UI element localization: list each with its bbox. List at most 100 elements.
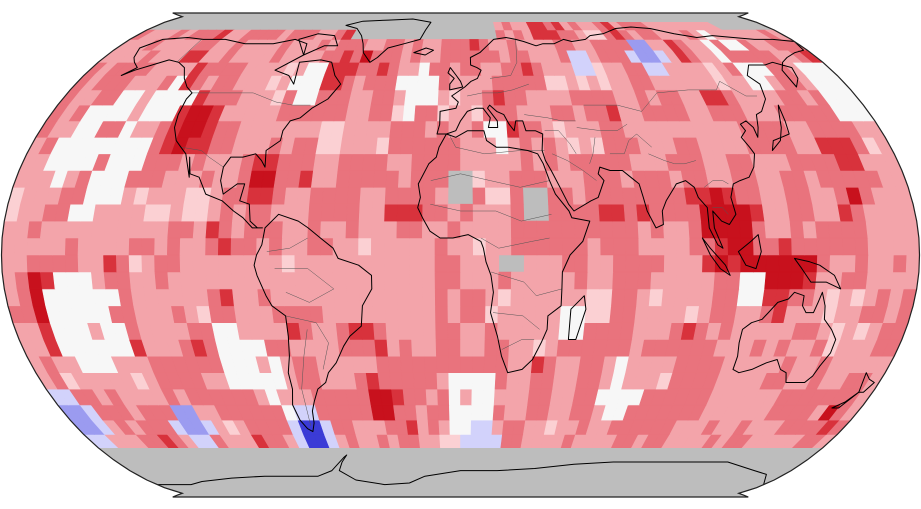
anomaly-cell: [493, 388, 507, 406]
anomaly-cell: [246, 187, 262, 205]
anomaly-cell: [582, 170, 598, 188]
anomaly-cell: [854, 254, 869, 273]
anomaly-cell: [436, 355, 450, 374]
anomaly-cell: [141, 271, 157, 290]
anomaly-cell: [740, 254, 755, 273]
anomaly-cell: [561, 271, 576, 290]
anomaly-cell: [421, 254, 436, 273]
anomaly-cell: [309, 187, 325, 205]
anomaly-cell: [268, 254, 283, 273]
anomaly-cell: [651, 237, 665, 256]
anomaly-cell: [347, 187, 362, 205]
anomaly-cell: [391, 388, 405, 406]
anomaly-cell: [568, 339, 584, 357]
anomaly-cell: [891, 220, 907, 239]
anomaly-cell: [471, 104, 484, 122]
anomaly-cell: [562, 237, 576, 256]
anomaly-cell: [448, 404, 461, 421]
anomaly-cell: [404, 89, 418, 106]
country-border: [501, 339, 535, 350]
anomaly-cell: [791, 237, 806, 256]
anomaly-cell: [521, 322, 536, 340]
anomaly-cell: [194, 288, 210, 307]
anomaly-cell: [542, 137, 558, 155]
country-border: [589, 137, 596, 164]
anomaly-cell: [472, 271, 487, 290]
anomaly-cell: [727, 254, 742, 273]
anomaly-cell: [558, 170, 573, 188]
anomaly-cell: [192, 254, 207, 273]
anomaly-cell: [320, 203, 336, 222]
anomaly-cell: [340, 29, 357, 40]
anomaly-cell: [532, 339, 547, 357]
anomaly-cell: [542, 355, 558, 374]
anomaly-cell: [257, 288, 273, 307]
anomaly-cell: [893, 254, 908, 273]
anomaly-cell: [439, 434, 451, 449]
anomaly-cell: [560, 288, 575, 307]
anomaly-cell: [421, 271, 436, 290]
anomaly-cell: [414, 104, 428, 122]
country-border: [430, 203, 552, 222]
anomaly-cell: [396, 220, 411, 239]
anomaly-cell: [529, 120, 544, 138]
anomaly-cell: [560, 203, 575, 222]
anomaly-cell: [359, 187, 374, 205]
anomaly-cell: [129, 271, 145, 290]
anomaly-cell: [373, 322, 388, 340]
anomaly-cell: [426, 89, 440, 106]
anomaly-cell: [816, 237, 831, 256]
anomaly-cell: [523, 220, 538, 239]
anomaly-cell: [676, 254, 691, 273]
anomaly-cell: [435, 153, 449, 171]
anomaly-cell: [90, 220, 107, 239]
country-border: [192, 92, 311, 106]
anomaly-cell: [650, 271, 665, 290]
anomaly-cell: [409, 237, 423, 256]
anomaly-cell: [852, 220, 869, 239]
anomaly-cell: [460, 120, 473, 138]
anomaly-cell: [332, 220, 347, 239]
anomaly-cell: [205, 271, 221, 290]
anomaly-cell: [358, 254, 372, 273]
anomaly-cell: [383, 237, 398, 256]
anomaly-cell: [166, 254, 181, 273]
anomaly-cell: [634, 187, 650, 205]
anomaly-cell: [438, 75, 451, 91]
anomaly-cell: [484, 339, 498, 357]
anomaly-cell: [447, 220, 461, 239]
anomaly-cell: [217, 237, 232, 256]
anomaly-cell: [481, 75, 494, 91]
anomaly-cell: [470, 75, 483, 91]
anomaly-cell: [415, 89, 429, 106]
anomaly-cell: [483, 372, 497, 390]
anomaly-cell: [360, 322, 376, 340]
anomaly-cell: [434, 254, 449, 273]
anomaly-cell: [449, 419, 461, 435]
anomaly-cell: [485, 305, 499, 324]
anomaly-cell: [270, 288, 285, 307]
anomaly-cell: [416, 419, 430, 435]
anomaly-cell: [503, 89, 517, 106]
anomaly-cell: [661, 288, 677, 307]
anomaly-cell: [621, 305, 637, 324]
anomaly-cell: [572, 187, 587, 205]
anomaly-cell: [448, 104, 461, 122]
anomaly-cell: [621, 187, 637, 205]
anomaly-cell: [412, 120, 427, 138]
anomaly-cell: [383, 254, 398, 273]
anomaly-cell: [218, 220, 233, 239]
anomaly-cell: [485, 254, 500, 273]
anomaly-cell: [612, 254, 627, 273]
anomaly-cell: [345, 271, 360, 290]
anomaly-cell: [129, 220, 145, 239]
anomaly-cell: [481, 89, 495, 106]
anomaly-cell: [494, 120, 509, 138]
anomaly-cell: [460, 237, 474, 256]
anomaly-cell: [426, 404, 440, 421]
anomaly-cell: [428, 61, 441, 76]
anomaly-cell: [206, 288, 222, 307]
anomaly-cell: [384, 187, 399, 205]
anomaly-cell: [611, 203, 626, 222]
